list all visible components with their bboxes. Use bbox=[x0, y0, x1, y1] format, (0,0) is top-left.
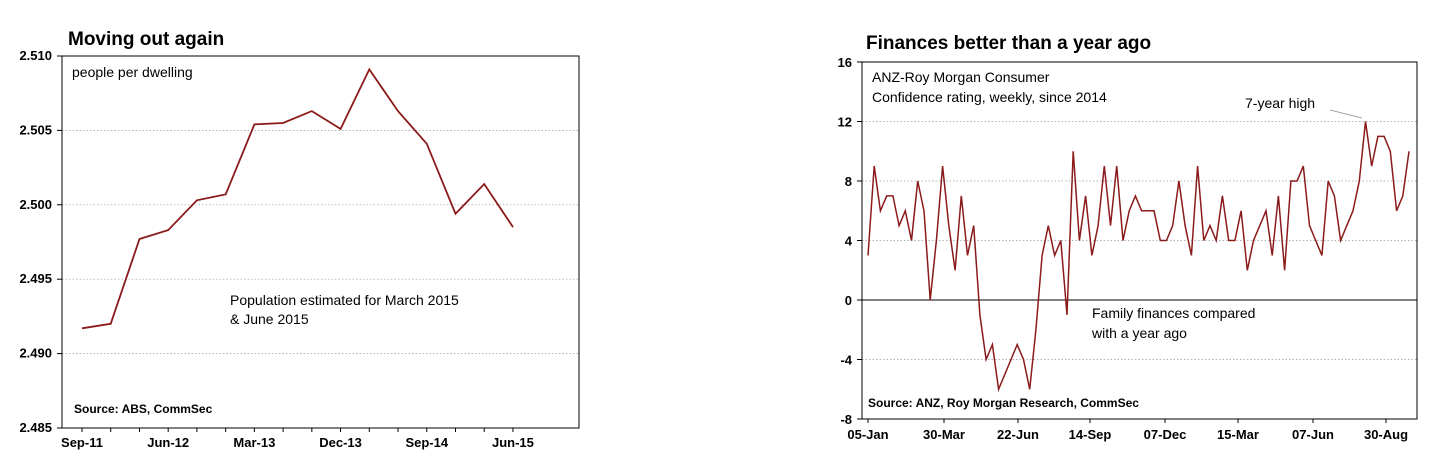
chart-right-x-axis: 05-Jan 30-Mar 22-Jun 14-Sep 07-Dec 15-Mar 07-J… bbox=[847, 419, 1408, 442]
x-tick-label: 07-Jun bbox=[1292, 427, 1334, 442]
y-tick-label: 12 bbox=[838, 115, 852, 130]
x-tick-label: 30-Aug bbox=[1364, 427, 1408, 442]
chart-right-gridlines bbox=[862, 121, 1417, 360]
chart-left-gridlines bbox=[62, 130, 579, 354]
x-tick-label: 15-Mar bbox=[1217, 427, 1259, 442]
chart-right-unit-label: ANZ-Roy Morgan Consumer Confidence rating… bbox=[872, 69, 1107, 105]
chart-right-source: Source: ANZ, Roy Morgan Research, CommSe… bbox=[868, 396, 1139, 410]
chart-left-source: Source: ABS, CommSec bbox=[74, 402, 213, 416]
chart-left-y-axis: 2.485 2.490 2.495 2.500 2.505 2.510 bbox=[19, 48, 62, 435]
y-tick-label: -8 bbox=[840, 412, 852, 427]
chart-left-plot-frame bbox=[61, 55, 580, 429]
chart-right-annotation-leader bbox=[1329, 109, 1363, 119]
x-tick-label: 30-Mar bbox=[923, 427, 965, 442]
y-tick-label: 2.510 bbox=[19, 48, 52, 63]
y-tick-label: 2.500 bbox=[19, 197, 52, 212]
x-tick-label: Mar-13 bbox=[233, 435, 275, 450]
y-tick-label: -4 bbox=[840, 353, 852, 368]
y-tick-label: 4 bbox=[845, 234, 853, 249]
chart-right-title: Finances better than a year ago bbox=[866, 33, 1151, 54]
y-tick-label: 2.485 bbox=[19, 420, 52, 435]
chart-left-annotation: Population estimated for March 2015 & Jun… bbox=[230, 292, 459, 327]
chart-left-x-axis: Sep-11 Jun-12 Mar-13 Dec-13 Sep-14 Jun-15 bbox=[61, 428, 534, 450]
y-tick-label: 8 bbox=[845, 174, 852, 189]
x-tick-label: Dec-13 bbox=[319, 435, 362, 450]
y-tick-label: 16 bbox=[838, 55, 852, 70]
x-tick-label: 05-Jan bbox=[847, 427, 888, 442]
chart-right-series-line bbox=[867, 121, 1410, 393]
y-tick-label: 2.490 bbox=[19, 346, 52, 361]
chart-right-y-axis: -8 -4 0 4 8 12 16 bbox=[838, 55, 862, 427]
x-tick-label: Jun-15 bbox=[492, 435, 534, 450]
chart-left-series-line bbox=[81, 67, 514, 330]
chart-left: Moving out again 2.485 2.490 2.495 2.500 2.5… bbox=[19, 29, 580, 450]
chart-right: Finances better than a year ago -8 -4 0 4 8 1… bbox=[838, 33, 1418, 442]
x-tick-label: 07-Dec bbox=[1144, 427, 1187, 442]
x-tick-label: 22-Jun bbox=[997, 427, 1039, 442]
chart-left-title: Moving out again bbox=[68, 29, 224, 50]
chart-left-unit-label: people per dwelling bbox=[72, 64, 193, 80]
x-tick-label: Sep-11 bbox=[61, 435, 103, 450]
x-tick-label: Sep-14 bbox=[405, 435, 448, 450]
y-tick-label: 2.495 bbox=[19, 271, 52, 286]
chart-right-annotation-family-finances: Family finances compared with a year ago bbox=[1091, 305, 1255, 341]
x-tick-label: Jun-12 bbox=[147, 435, 189, 450]
chart-right-annotation-7yr-high: 7-year high bbox=[1245, 95, 1315, 111]
y-tick-label: 2.505 bbox=[19, 122, 52, 137]
y-tick-label: 0 bbox=[845, 293, 852, 308]
x-tick-label: 14-Sep bbox=[1069, 427, 1112, 442]
